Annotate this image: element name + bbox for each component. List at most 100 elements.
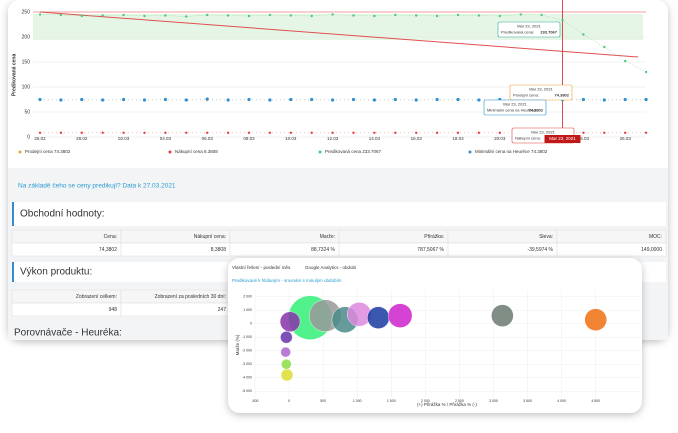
section-box (12, 202, 666, 226)
legend-marker (318, 150, 322, 154)
tooltip-date: Mar 23, 2021 (531, 130, 555, 135)
table-header: Cena: (104, 234, 117, 240)
y-tick-label: 50 (24, 109, 30, 115)
data-point (394, 13, 397, 17)
data-point (373, 131, 376, 134)
series-line (39, 14, 647, 73)
tooltip (483, 99, 547, 116)
x-tick-label: 0 (288, 399, 290, 403)
data-point (477, 14, 481, 17)
data-point (603, 131, 606, 134)
x-tick-label: 18.03 (452, 136, 464, 141)
x-tick-label: 16.03 (411, 136, 423, 141)
legend-marker (468, 150, 472, 154)
data-point (101, 98, 105, 102)
x-tick-label: 12.03 (327, 136, 339, 141)
data-point (80, 14, 84, 18)
x-tick-label: 24.03 (578, 136, 590, 141)
data-point (373, 14, 376, 18)
section-title: Výkon produktu: (20, 267, 92, 278)
data-point (268, 98, 272, 102)
data-point (372, 98, 376, 102)
data-point (122, 131, 125, 134)
y-axis-title: Marže (%) (235, 334, 240, 355)
tooltip (497, 21, 561, 38)
tooltip-value: 233.7067 (540, 30, 557, 35)
tab[interactable]: Google Analytics - období (305, 265, 357, 270)
x-tick-label: 1 000 (353, 399, 362, 403)
data-point (456, 13, 460, 17)
tooltip-date: Mar 23, 2021 (529, 87, 553, 92)
y-tick-label: 250 (22, 9, 31, 15)
data-point (644, 70, 648, 74)
data-point (435, 131, 439, 134)
data-point (164, 14, 167, 17)
table-value: -39,5974 % (527, 247, 553, 253)
data-point (456, 131, 460, 134)
table-value: 948 (109, 307, 118, 313)
table-header: Zobrazení za posledních 30 dní: (155, 294, 226, 300)
table-header: Zobrazení celkem: (76, 294, 117, 300)
data-point (247, 131, 251, 134)
data-point (351, 97, 356, 102)
tab[interactable]: Vlastní řešení - poslední měs. (232, 265, 292, 270)
table-header: Přirážka: (424, 234, 444, 240)
y-tick-label: -3 000 (242, 362, 252, 366)
bubble (387, 303, 413, 328)
data-point (435, 97, 439, 102)
bubble (347, 302, 372, 327)
data-point (498, 131, 501, 134)
data-point (394, 131, 397, 134)
data-point (623, 97, 627, 102)
data-point (38, 97, 42, 102)
y-axis-title: Predikovaná cena (11, 54, 17, 97)
data-point (38, 13, 42, 16)
table-cell (120, 302, 231, 317)
data-point (415, 14, 418, 17)
chart-subtitle: Predikované k hlídaným - srovnání s minu… (232, 278, 342, 283)
data-point (247, 14, 251, 18)
data-point (184, 98, 188, 102)
x-tick-label: 04.03 (160, 136, 172, 141)
data-point (602, 98, 606, 102)
y-tick-label: -2 000 (242, 349, 252, 353)
section-accent (12, 262, 14, 282)
data-point (80, 97, 84, 102)
data-point (59, 98, 63, 102)
data-point (603, 45, 606, 49)
section-title: Obchodní hodnoty: (20, 209, 105, 220)
table-value: 149,0000 (641, 247, 662, 253)
table-cell (11, 302, 122, 317)
bubble (281, 359, 292, 370)
data-point (331, 13, 334, 16)
data-point (143, 131, 146, 134)
table-header: MOC: (649, 234, 662, 240)
table-value: 247 (218, 307, 227, 313)
x-tick-label: 14.03 (369, 136, 381, 141)
data-point (142, 98, 147, 102)
data-point (226, 14, 230, 17)
data-point (163, 97, 167, 102)
data-point (582, 33, 585, 36)
legend-label: Minimální cena na Heuréce 74.3802 (475, 149, 548, 154)
y-tick-label: 0 (250, 322, 252, 326)
info-link[interactable]: Na základě čeho se ceny predikují? Data … (18, 183, 176, 190)
data-point (331, 98, 335, 102)
legend-marker (168, 150, 172, 154)
x-tick-label: 2 500 (455, 399, 464, 403)
tooltip-value: 74.3802 (529, 108, 544, 113)
section-title: Porovnávače - Heuréka: (14, 328, 122, 339)
legend-label: Prodejní cena 74.3802 (25, 149, 71, 154)
x-tick-label: 3 000 (489, 399, 498, 403)
table-cell (556, 242, 667, 257)
data-point (289, 14, 292, 17)
tooltip-value: 74.3802 (555, 93, 570, 98)
data-point (59, 131, 63, 134)
x-tick-label: 26.02 (34, 136, 46, 141)
data-point (185, 15, 188, 18)
data-point (498, 14, 501, 18)
data-point (519, 13, 522, 16)
x-tick-label: 28.02 (76, 136, 88, 141)
